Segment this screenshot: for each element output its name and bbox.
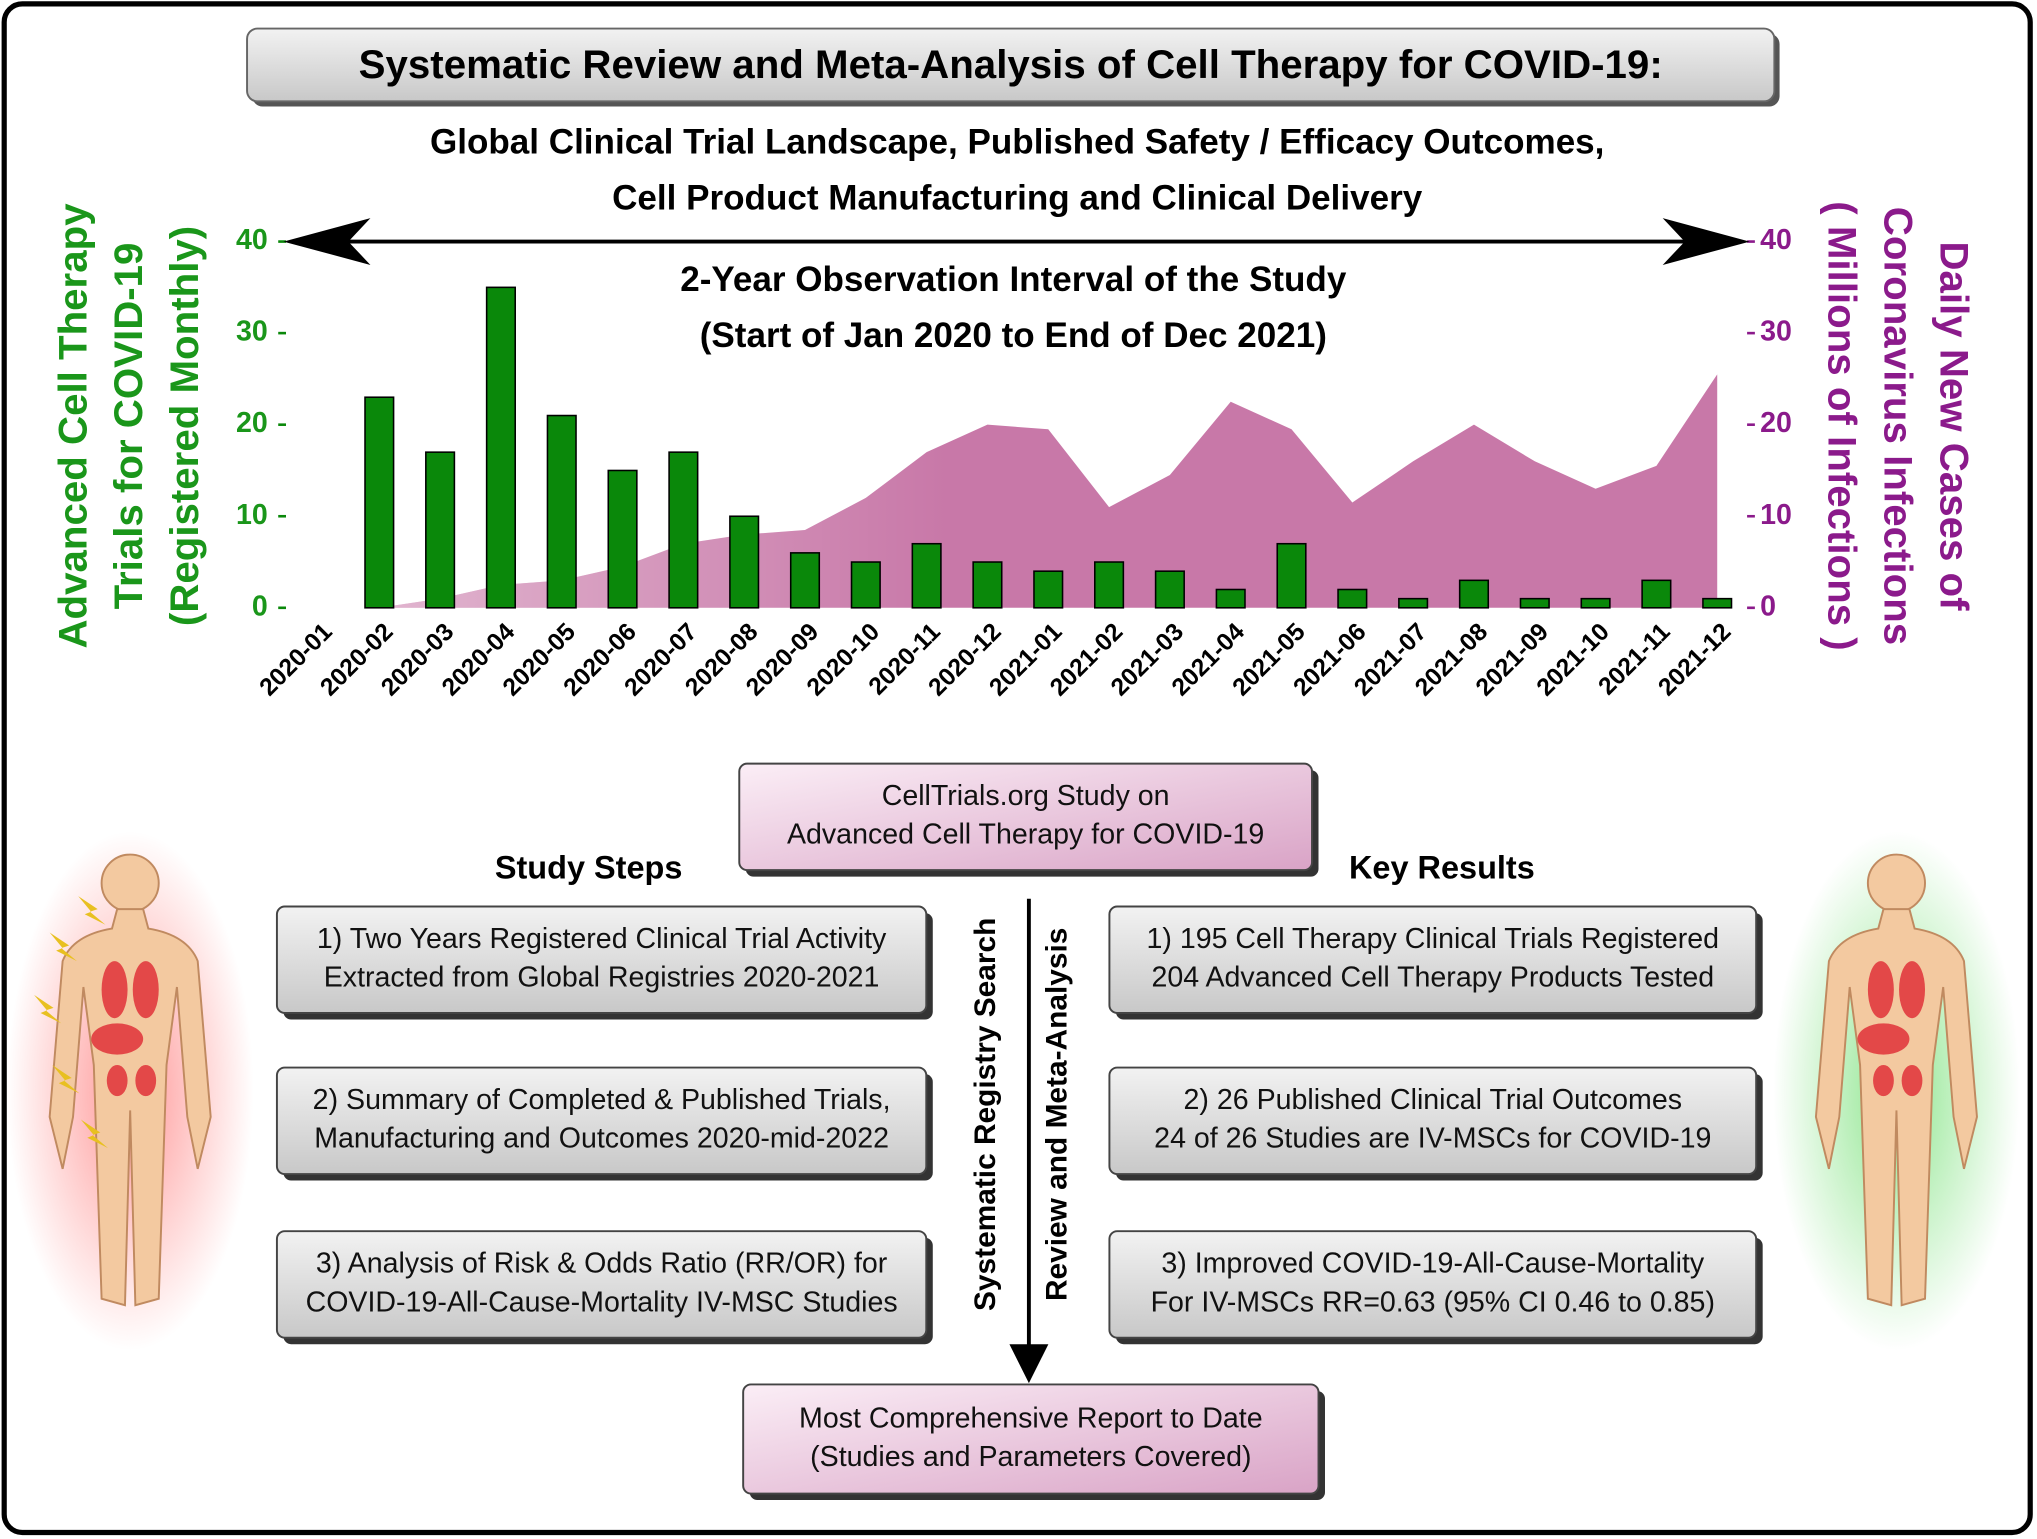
bar [1337, 588, 1368, 609]
bar [1519, 597, 1550, 609]
annotation: (Start of Jan 2020 to End of Dec 2021) [700, 316, 1327, 355]
result-box-text: 204 Advanced Cell Therapy Products Teste… [1151, 962, 1714, 994]
y2-tick-label: 20 [1760, 407, 1792, 439]
bar [1641, 579, 1672, 609]
y2-tick-label: 30 [1760, 316, 1792, 348]
bar [972, 561, 1003, 609]
bar [1458, 579, 1490, 609]
footer-box [742, 1383, 1320, 1495]
body-illustrations [6, 831, 2020, 1351]
y2-tick-label: 40 [1760, 224, 1792, 256]
y-tick-label: 10 [236, 499, 268, 531]
results-heading: Key Results [1349, 850, 1535, 886]
y-tick-label: 30 [236, 316, 268, 348]
step-box-text: Extracted from Global Registries 2020-20… [324, 962, 880, 994]
result-box-text: For IV-MSCs RR=0.63 (95% CI 0.46 to 0.85… [1151, 1286, 1715, 1318]
step-box-text: COVID-19-All-Cause-Mortality IV-MSC Stud… [306, 1286, 898, 1318]
result-box [1108, 905, 1758, 1014]
center-box-text: Advanced Cell Therapy for COVID-19 [787, 819, 1264, 851]
steps-heading: Study Steps [495, 850, 683, 886]
result-box-text: 1) 195 Cell Therapy Clinical Trials Regi… [1147, 923, 1720, 955]
bar [1398, 597, 1429, 609]
y-axis-label: Advanced Cell Therapy [50, 203, 95, 649]
y-tick-label: 0 [252, 590, 268, 622]
bar [1702, 597, 1733, 609]
result-box-text: 3) Improved COVID-19-All-Cause-Mortality [1161, 1248, 1705, 1280]
step-box [275, 1066, 928, 1176]
footer-box-text: Most Comprehensive Report to Date [799, 1402, 1263, 1434]
bar [1276, 542, 1307, 609]
y2-axis-label: ( Millions of Infections ) [1820, 201, 1865, 650]
title-box [246, 27, 1776, 103]
center-box-text: CellTrials.org Study on [882, 780, 1170, 812]
step-box [275, 1230, 928, 1339]
bar [607, 469, 638, 609]
bar [789, 552, 821, 609]
result-box [1108, 1066, 1758, 1176]
arrowhead-right [1662, 218, 1750, 265]
bar [425, 451, 456, 609]
flow-label: Review and Meta-Analysis [1041, 928, 1074, 1301]
bar [485, 286, 516, 609]
arrowhead-left [283, 218, 371, 265]
bar [850, 561, 881, 609]
y-tick-label: 20 [236, 407, 268, 439]
bar [729, 515, 760, 609]
result-box [1108, 1230, 1758, 1339]
y2-axis-label: Daily New Cases of [1931, 241, 1976, 611]
bar [911, 542, 942, 609]
y2-tick-label: 0 [1760, 590, 1776, 622]
result-box-text: 2) 26 Published Clinical Trial Outcomes [1184, 1084, 1682, 1116]
y-axis-label: (Registered Monthly) [162, 226, 207, 626]
bar [364, 396, 395, 609]
bar [546, 414, 577, 609]
y-tick-label: 40 [236, 224, 268, 256]
center-box [738, 762, 1313, 872]
step-box-text: 3) Analysis of Risk & Odds Ratio (RR/OR)… [316, 1248, 888, 1280]
annotation: 2-Year Observation Interval of the Study [680, 260, 1347, 299]
flow-label: Systematic Registry Search [969, 918, 1002, 1311]
bar [1580, 597, 1611, 609]
bar [1033, 570, 1064, 609]
y2-axis-label: Coronavirus Infections [1876, 207, 1921, 645]
bar [1154, 570, 1185, 609]
bar [1094, 561, 1125, 609]
y2-tick-label: 10 [1760, 499, 1792, 531]
step-box-text: 2) Summary of Completed & Published Tria… [313, 1084, 891, 1116]
bar [1215, 588, 1246, 609]
footer-box-text: (Studies and Parameters Covered) [810, 1441, 1251, 1473]
y-axis-label: Trials for COVID-19 [106, 243, 151, 610]
subtitle: Global Clinical Trial Landscape, Publish… [430, 122, 1604, 161]
bar [668, 451, 699, 609]
title: Systematic Review and Meta-Analysis of C… [359, 42, 1663, 87]
step-box-text: 1) Two Years Registered Clinical Trial A… [317, 923, 887, 955]
step-box-text: Manufacturing and Outcomes 2020-mid-2022 [314, 1123, 889, 1155]
subtitle: Cell Product Manufacturing and Clinical … [612, 178, 1423, 217]
result-box-text: 24 of 26 Studies are IV-MSCs for COVID-1… [1154, 1123, 1711, 1155]
step-box [275, 905, 928, 1014]
